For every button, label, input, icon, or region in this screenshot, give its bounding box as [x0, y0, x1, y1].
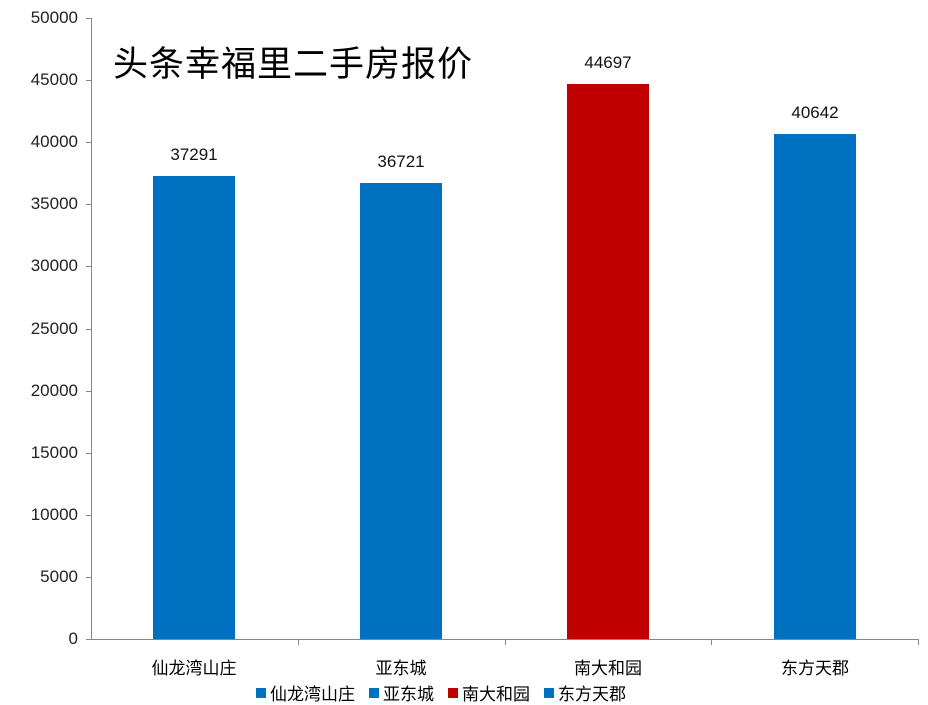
x-tick-mark	[298, 639, 299, 645]
legend-label: 亚东城	[383, 685, 434, 705]
legend-swatch-icon	[369, 687, 379, 698]
data-label: 44697	[584, 53, 632, 72]
y-tick-mark	[86, 577, 91, 578]
category-label: 亚东城	[375, 659, 427, 679]
legend-label: 仙龙湾山庄	[270, 685, 355, 705]
legend-label: 南大和园	[462, 685, 530, 705]
bar-dongfangtianjun	[774, 134, 856, 639]
y-tick-mark	[86, 453, 91, 454]
legend: 仙龙湾山庄 亚东城 南大和园 东方天郡	[256, 680, 640, 705]
bar-xianlongwan	[153, 176, 235, 639]
y-tick-label: 30000	[30, 256, 78, 276]
y-tick-mark	[86, 80, 91, 81]
y-tick-label: 40000	[30, 132, 78, 152]
y-tick-label: 50000	[30, 8, 78, 27]
y-tick-label: 35000	[30, 194, 78, 214]
x-tick-mark	[505, 639, 506, 645]
y-tick-label: 15000	[30, 442, 78, 462]
y-tick-label: 25000	[30, 318, 78, 338]
y-tick-label: 5000	[40, 566, 78, 586]
y-tick-mark	[86, 515, 91, 516]
y-tick-label: 45000	[30, 70, 78, 90]
data-label: 37291	[170, 145, 218, 164]
chart-title: 头条幸福里二手房报价	[113, 45, 474, 85]
y-tick-label: 10000	[30, 504, 78, 524]
legend-item[interactable]: 仙龙湾山庄	[256, 680, 355, 705]
legend-item[interactable]: 东方天郡	[544, 680, 626, 705]
data-label: 36721	[377, 152, 425, 171]
bar-yadongcheng	[360, 183, 442, 639]
bar-nandaheyuan	[567, 84, 649, 639]
legend-item[interactable]: 南大和园	[448, 680, 530, 705]
y-tick-mark	[86, 266, 91, 267]
legend-item[interactable]: 亚东城	[369, 680, 434, 705]
y-tick-mark	[86, 18, 91, 19]
y-tick-mark	[86, 639, 91, 640]
data-label: 40642	[791, 103, 839, 122]
category-label: 仙龙湾山庄	[151, 659, 237, 679]
legend-label: 东方天郡	[558, 685, 626, 705]
y-tick-label: 0	[68, 629, 78, 648]
legend-swatch-icon	[256, 687, 266, 698]
category-label: 东方天郡	[781, 659, 849, 679]
y-tick-mark	[86, 329, 91, 330]
y-tick-label: 20000	[30, 380, 78, 400]
x-tick-mark	[711, 639, 712, 645]
category-label: 南大和园	[574, 659, 642, 679]
legend-swatch-icon	[448, 687, 458, 698]
y-axis	[91, 18, 92, 639]
legend-swatch-icon	[544, 687, 554, 698]
y-tick-mark	[86, 391, 91, 392]
y-tick-mark	[86, 204, 91, 205]
x-axis	[91, 639, 918, 640]
x-tick-mark	[918, 639, 919, 645]
y-tick-mark	[86, 142, 91, 143]
